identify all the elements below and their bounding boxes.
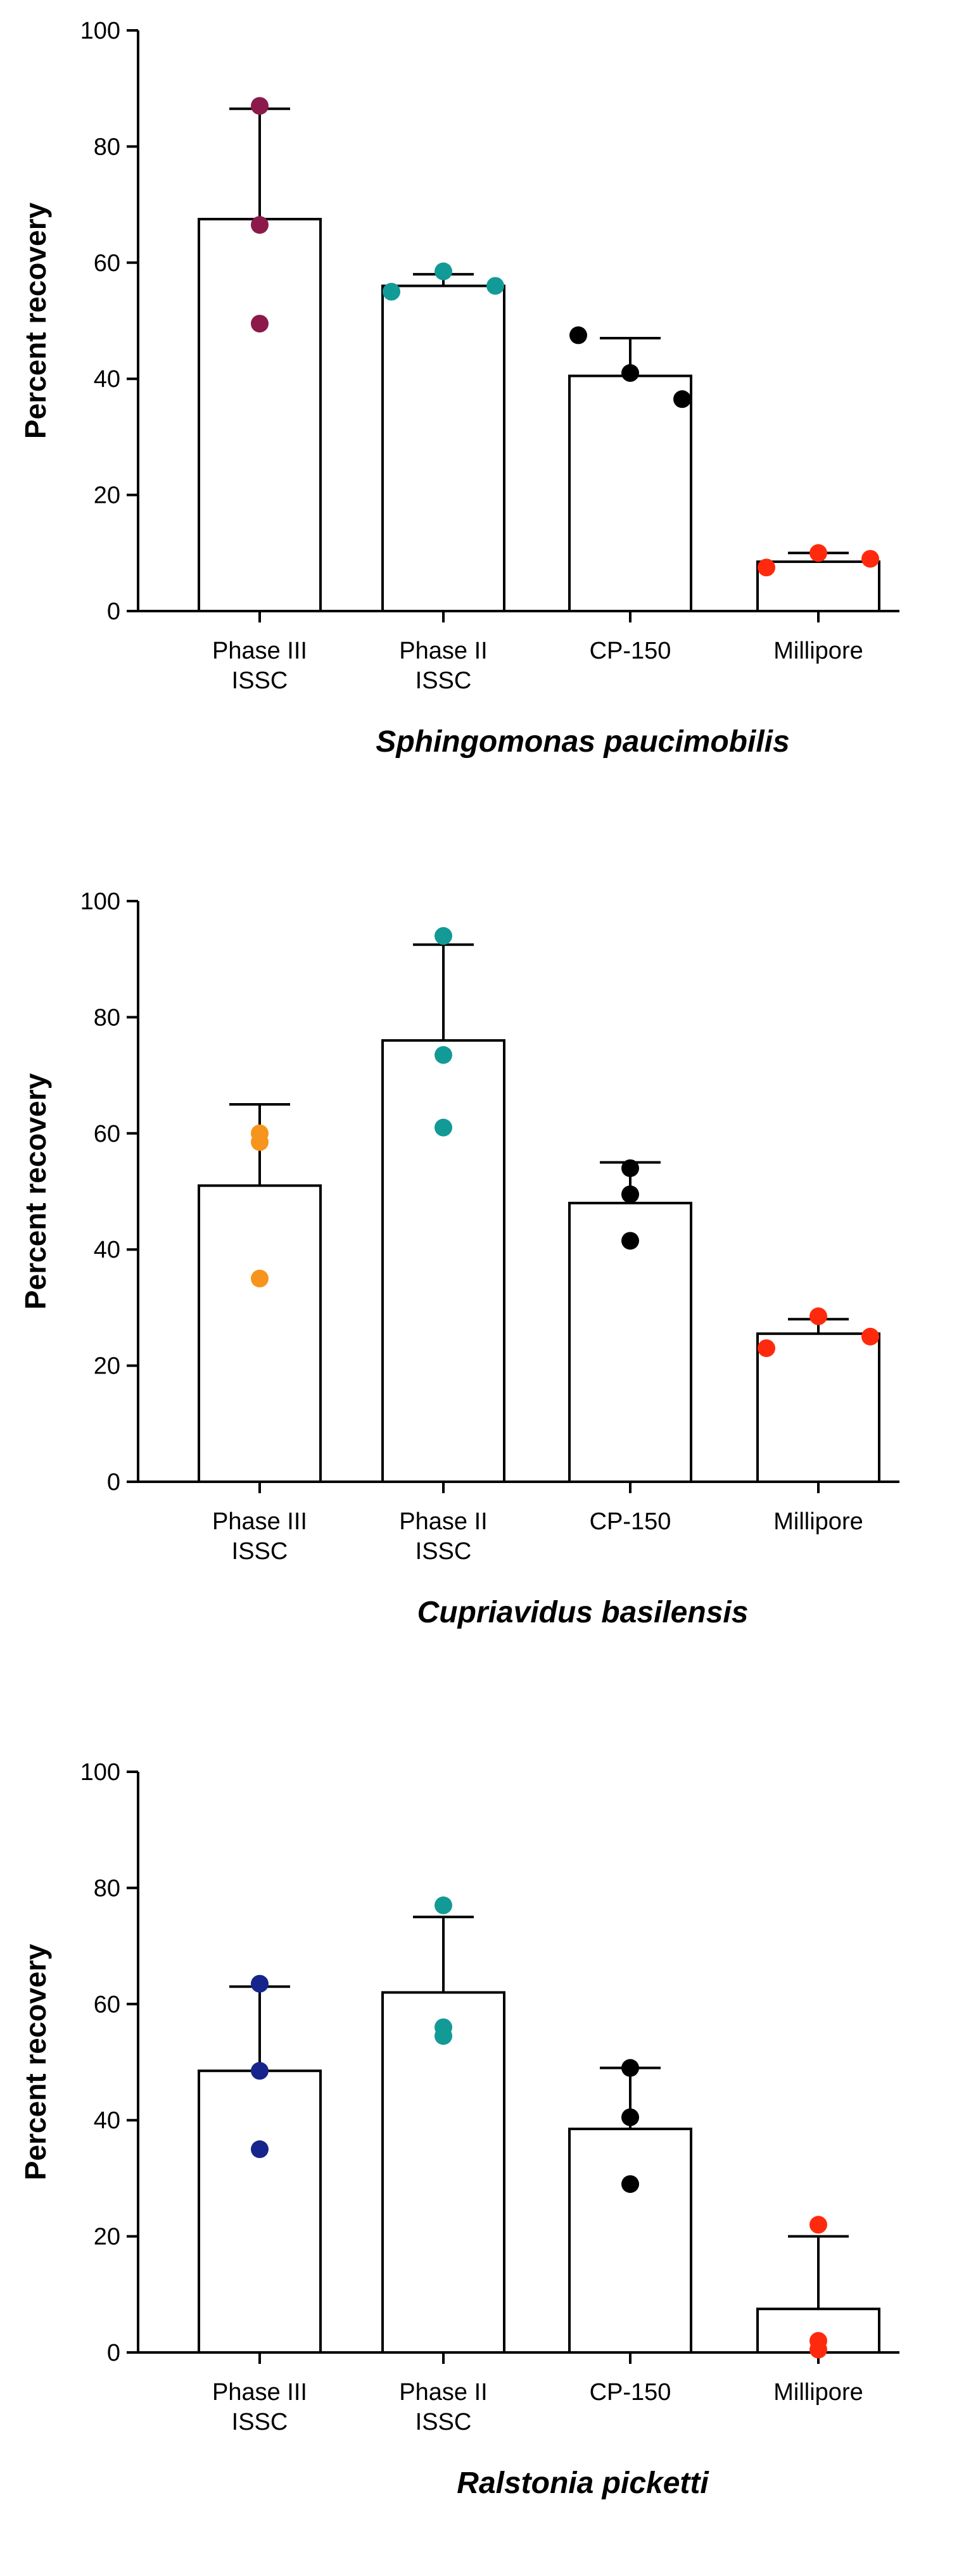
data-point: [435, 1046, 452, 1064]
chart-ralstonia: 0 20 40 60 80 100 Percent recovery Phase III ISS…: [0, 1741, 971, 2576]
y-axis-label: Percent recovery: [19, 202, 52, 439]
y-axis-label: Percent recovery: [19, 1073, 52, 1310]
data-point: [251, 1974, 269, 1993]
data-point: [809, 2216, 827, 2234]
bar: [568, 374, 692, 612]
data-point: [435, 1118, 452, 1137]
data-point: [621, 1159, 639, 1177]
y-tick-label: 40: [94, 1237, 120, 1263]
y-tick-label: 100: [80, 1759, 120, 1786]
x-axis-label: Sphingomonas paucimobilis: [376, 725, 789, 759]
y-tick-label: 60: [94, 250, 120, 277]
x-tick-label: Millipore: [773, 1508, 863, 1535]
bar: [381, 1039, 505, 1483]
bar: [756, 560, 880, 612]
bar: [381, 1991, 505, 2354]
data-point: [435, 262, 452, 281]
x-tick-label: CP-150: [590, 1508, 671, 1535]
y-tick-label: 0: [107, 598, 120, 625]
x-tick-label-line2: ISSC: [232, 667, 288, 694]
y-tick-label: 20: [94, 1353, 120, 1380]
data-point: [251, 97, 269, 115]
y-axis-label: Percent recovery: [19, 1943, 52, 2180]
bar: [756, 2308, 880, 2354]
data-point: [435, 2018, 452, 2036]
y-tick-label: 0: [107, 1469, 120, 1496]
data-point: [673, 390, 691, 408]
data-point: [621, 2108, 639, 2126]
data-point: [251, 2140, 269, 2159]
data-point: [486, 277, 504, 295]
y-tick-label: 60: [94, 1992, 120, 2018]
y-tick-label: 80: [94, 1004, 120, 1031]
y-tick-label: 80: [94, 134, 120, 160]
y-tick-label: 80: [94, 1875, 120, 1902]
data-point: [621, 2059, 639, 2077]
data-point: [621, 2175, 639, 2194]
x-tick-label-line2: ISSC: [232, 1538, 288, 1565]
y-tick-label: 100: [80, 888, 120, 915]
data-point: [383, 282, 400, 301]
data-point: [809, 2332, 827, 2350]
data-point: [809, 1307, 827, 1325]
x-tick-label-line2: ISSC: [416, 2409, 472, 2435]
data-point: [621, 364, 639, 382]
x-tick-label: Phase III: [212, 2379, 307, 2406]
x-tick-label: CP-150: [590, 638, 671, 664]
chart-cupriavidus: 0 20 40 60 80 100 Percent recovery Phase III ISS…: [0, 871, 971, 1705]
chart-svg: 0 20 40 60 80 100 Percent recovery Phase III ISS…: [19, 18, 899, 759]
data-point: [251, 315, 269, 333]
y-tick-label: 40: [94, 2107, 120, 2134]
y-tick-label: 20: [94, 483, 120, 509]
x-tick-label-line2: ISSC: [232, 2409, 288, 2435]
data-point: [251, 216, 269, 234]
data-point: [621, 1232, 639, 1250]
data-point: [569, 326, 587, 344]
y-tick-label: 20: [94, 2224, 120, 2251]
x-tick-label: Phase II: [399, 2379, 487, 2406]
data-point: [758, 1339, 775, 1358]
x-tick-label: Millipore: [773, 638, 863, 664]
data-point: [861, 1327, 879, 1346]
x-tick-label: Millipore: [773, 2379, 863, 2406]
x-axis-label: Ralstonia picketti: [457, 2466, 709, 2500]
data-point: [435, 1896, 452, 1914]
bar: [756, 1332, 880, 1483]
x-tick-label: Phase II: [399, 638, 487, 664]
data-point: [621, 1185, 639, 1204]
bar: [381, 284, 505, 613]
x-tick-label: CP-150: [590, 2379, 671, 2406]
x-tick-label: Phase III: [212, 1508, 307, 1535]
chart-svg: 0 20 40 60 80 100 Percent recovery Phase III ISS…: [19, 888, 899, 1629]
bar: [198, 1184, 322, 1483]
data-point: [251, 1270, 269, 1288]
y-tick-label: 100: [80, 18, 120, 44]
data-point: [251, 2062, 269, 2080]
chart-sphingomonas: 0 20 40 60 80 100 Percent recovery Phase III ISS…: [0, 0, 971, 835]
x-tick-label: Phase III: [212, 638, 307, 664]
x-tick-label: Phase II: [399, 1508, 487, 1535]
chart-svg: 0 20 40 60 80 100 Percent recovery Phase III ISS…: [19, 1759, 899, 2500]
bar: [198, 2069, 322, 2354]
y-tick-label: 0: [107, 2340, 120, 2366]
data-point: [861, 550, 879, 568]
data-point: [758, 559, 775, 577]
bar: [568, 2127, 692, 2354]
y-tick-label: 40: [94, 366, 120, 393]
x-tick-label-line2: ISSC: [416, 667, 472, 694]
data-point: [435, 927, 452, 945]
x-axis-label: Cupriavidus basilensis: [417, 1596, 749, 1629]
bar: [198, 218, 322, 612]
data-point: [251, 1133, 269, 1151]
x-tick-label-line2: ISSC: [416, 1538, 472, 1565]
data-point: [809, 544, 827, 562]
y-tick-label: 60: [94, 1121, 120, 1147]
